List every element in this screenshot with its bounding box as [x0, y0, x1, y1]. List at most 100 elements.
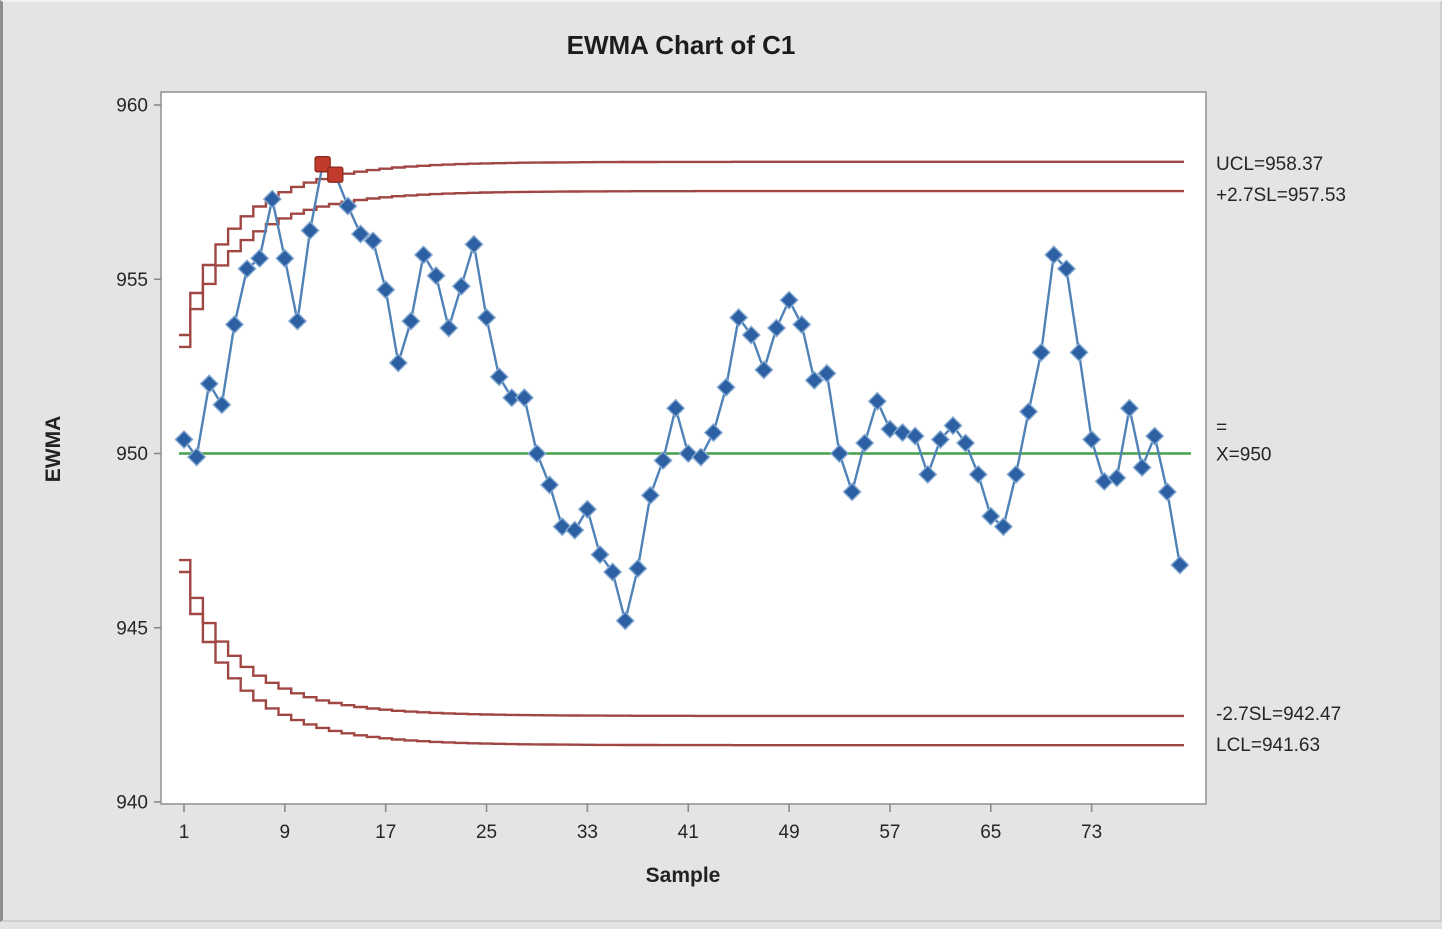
limit-line--2.7sl [179, 558, 1184, 718]
data-point[interactable] [817, 363, 837, 383]
data-point[interactable] [527, 443, 547, 464]
data-point[interactable] [577, 499, 597, 519]
data-point[interactable] [955, 433, 976, 453]
data-point[interactable] [691, 447, 711, 467]
data-point[interactable] [1044, 245, 1064, 265]
data-point[interactable] [653, 450, 673, 471]
data-point[interactable] [703, 423, 724, 443]
data-point[interactable] [212, 395, 232, 415]
data-point[interactable] [300, 220, 320, 241]
data-point[interactable] [1069, 342, 1089, 363]
data-point[interactable] [741, 325, 761, 345]
data-point[interactable] [880, 419, 900, 439]
y-axis-title: EWMA [42, 416, 65, 483]
data-point[interactable] [224, 314, 245, 335]
lcl-label: LCL=941.63 [1216, 735, 1320, 756]
y-tick-label: 945 [116, 618, 148, 639]
data-point[interactable] [439, 318, 459, 338]
x-tick-label: 17 [375, 822, 396, 843]
out-of-control-point[interactable] [314, 156, 331, 173]
x-axis-title: Sample [646, 864, 721, 887]
data-point[interactable] [1056, 259, 1077, 279]
data-point[interactable] [766, 318, 787, 338]
data-point[interactable] [363, 231, 383, 251]
data-point[interactable] [779, 290, 799, 310]
minus-2-7sl-label: -2.7SL=942.47 [1216, 704, 1341, 725]
data-point[interactable] [1006, 464, 1026, 484]
data-point[interactable] [1019, 402, 1039, 422]
data-point[interactable] [187, 447, 207, 467]
data-point[interactable] [829, 443, 850, 464]
data-point[interactable] [842, 482, 862, 502]
data-point[interactable] [1157, 482, 1177, 502]
y-tick-label: 955 [116, 270, 148, 291]
data-point[interactable] [930, 429, 950, 450]
data-point[interactable] [968, 464, 988, 484]
data-point[interactable] [666, 398, 686, 418]
center-label-bar: = [1216, 418, 1227, 439]
data-point[interactable] [199, 374, 219, 394]
data-point[interactable] [1107, 468, 1127, 488]
data-point[interactable] [565, 520, 585, 540]
data-point[interactable] [716, 377, 736, 397]
y-tick-label: 940 [116, 793, 148, 814]
data-point[interactable] [640, 485, 661, 505]
center-label-value: X=950 [1216, 445, 1271, 466]
data-point[interactable] [401, 311, 421, 331]
x-tick-label: 41 [678, 822, 699, 843]
data-point[interactable] [287, 311, 308, 331]
data-point[interactable] [905, 426, 925, 446]
chart-title: EWMA Chart of C1 [567, 30, 796, 60]
data-point[interactable] [855, 433, 875, 453]
data-point[interactable] [262, 189, 282, 209]
data-point[interactable] [489, 367, 509, 387]
data-point[interactable] [464, 234, 484, 254]
data-point[interactable] [1132, 457, 1152, 478]
x-tick-label: 57 [879, 822, 900, 843]
data-point[interactable] [388, 353, 408, 373]
limit-line-+2.7sl [179, 189, 1184, 349]
data-point[interactable] [603, 562, 623, 582]
data-point[interactable] [539, 475, 560, 495]
data-point[interactable] [993, 517, 1013, 537]
limit-line-lcl [179, 570, 1184, 747]
data-point[interactable] [1170, 555, 1190, 575]
data-point[interactable] [275, 248, 295, 268]
data-point[interactable] [250, 248, 270, 268]
data-point[interactable] [476, 307, 497, 328]
data-point[interactable] [451, 276, 471, 296]
data-point[interactable] [1145, 426, 1165, 446]
x-tick-label: 73 [1081, 822, 1102, 843]
data-point[interactable] [1119, 398, 1140, 418]
x-tick-label: 25 [476, 822, 497, 843]
plot-area [160, 91, 1207, 805]
data-point[interactable] [502, 388, 522, 408]
data-point[interactable] [792, 314, 812, 335]
data-point[interactable] [1031, 342, 1051, 363]
x-tick-label: 65 [980, 822, 1001, 843]
data-point[interactable] [918, 464, 938, 484]
data-point[interactable] [174, 429, 194, 450]
data-point[interactable] [413, 245, 434, 265]
data-point[interactable] [754, 360, 774, 380]
limit-line-ucl [179, 160, 1184, 337]
data-point[interactable] [1082, 429, 1102, 450]
out-of-control-point[interactable] [327, 166, 344, 183]
data-point[interactable] [338, 196, 358, 216]
data-point[interactable] [804, 370, 824, 390]
data-point[interactable] [867, 391, 887, 411]
data-point[interactable] [943, 416, 963, 436]
data-point[interactable] [615, 611, 635, 631]
data-point[interactable] [729, 307, 749, 328]
data-point[interactable] [628, 558, 648, 579]
data-point[interactable] [350, 224, 371, 244]
y-tick-label: 950 [116, 444, 148, 465]
data-point[interactable] [514, 388, 534, 408]
data-point[interactable] [426, 266, 446, 286]
data-point[interactable] [376, 280, 396, 300]
data-point[interactable] [590, 544, 610, 565]
data-point[interactable] [237, 259, 257, 279]
data-point[interactable] [981, 506, 1001, 526]
x-tick-label: 49 [779, 822, 800, 843]
ucl-label: UCL=958.37 [1216, 154, 1323, 175]
